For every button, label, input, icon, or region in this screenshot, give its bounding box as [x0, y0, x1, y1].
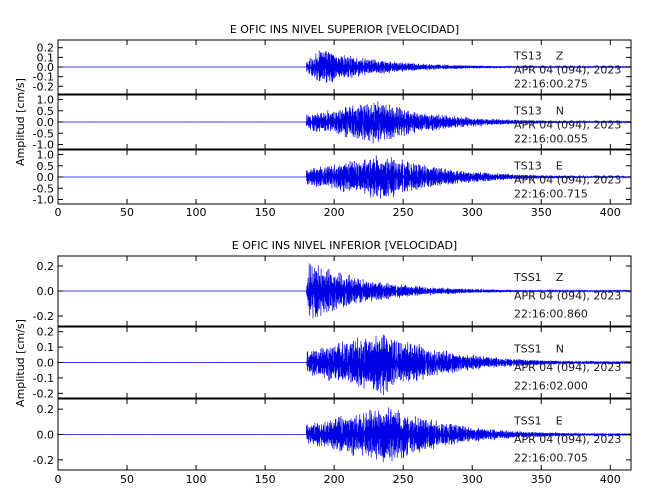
component-code: E	[556, 159, 563, 172]
seismogram-trace	[57, 263, 632, 319]
y-tick-label: -0.2	[33, 454, 54, 467]
x-tick-label: 50	[120, 473, 134, 486]
record-time: 22:16:00.275	[514, 78, 588, 91]
y-tick-label: 0.1	[37, 51, 55, 64]
y-tick-label: 0.2	[37, 260, 55, 273]
station-code: TSS1	[513, 343, 542, 356]
y-tick-label: -0.2	[33, 310, 54, 323]
component-code: E	[556, 415, 563, 428]
y-tick-label: 0.0	[37, 429, 55, 442]
station-code: TS13	[513, 159, 542, 172]
y-tick-label: 0.2	[37, 42, 55, 55]
chart-title: E OFIC INS NIVEL INFERIOR [VELOCIDAD]	[232, 239, 457, 252]
record-date: APR 04 (094), 2023	[514, 361, 621, 374]
record-date: APR 04 (094), 2023	[514, 289, 621, 302]
y-tick-label: 0.2	[37, 403, 55, 416]
y-axis-label: Amplitud [cm/s]	[14, 319, 27, 407]
y-tick-label: -0.2	[33, 80, 54, 93]
x-tick-label: 150	[255, 206, 276, 219]
y-tick-label: -0.5	[33, 127, 54, 140]
station-label: TSS1 E	[513, 415, 563, 428]
station-code: TSS1	[513, 271, 542, 284]
y-tick-label: -0.1	[33, 372, 54, 385]
x-tick-label: 400	[600, 206, 621, 219]
x-tick-label: 350	[531, 473, 552, 486]
y-tick-label: 0.0	[37, 357, 55, 370]
station-code: TS13	[513, 49, 542, 62]
y-tick-label: 0.2	[37, 326, 55, 339]
component-code: N	[556, 104, 564, 117]
y-tick-label: 0.0	[37, 116, 55, 129]
x-tick-label: 150	[255, 473, 276, 486]
x-tick-label: 300	[462, 206, 483, 219]
x-tick-label: 300	[462, 473, 483, 486]
y-tick-label: 0.0	[37, 285, 55, 298]
station-label: TS13 Z	[513, 49, 564, 62]
station-code: TS13	[513, 104, 542, 117]
y-tick-label: 0.0	[37, 61, 55, 74]
record-date: APR 04 (094), 2023	[514, 118, 621, 131]
x-tick-label: 100	[186, 473, 207, 486]
y-tick-label: -1.0	[33, 194, 54, 207]
station-label: TS13 N	[513, 104, 564, 117]
y-tick-label: 0.5	[37, 105, 55, 118]
component-code: Z	[556, 49, 564, 62]
record-date: APR 04 (094), 2023	[514, 433, 621, 446]
seismogram-trace	[57, 50, 632, 83]
x-tick-label: 350	[531, 206, 552, 219]
chart-title: E OFIC INS NIVEL SUPERIOR [VELOCIDAD]	[230, 23, 459, 36]
y-tick-label: -0.1	[33, 71, 54, 84]
x-tick-label: 400	[600, 473, 621, 486]
x-tick-label: 200	[324, 473, 345, 486]
x-tick-label: 0	[55, 473, 62, 486]
component-code: Z	[556, 271, 564, 284]
y-tick-label: -0.5	[33, 182, 54, 195]
record-time: 22:16:00.860	[514, 308, 588, 321]
x-tick-label: 50	[120, 206, 134, 219]
record-date: APR 04 (094), 2023	[514, 173, 621, 186]
record-time: 22:16:00.715	[514, 188, 588, 201]
x-tick-label: 100	[186, 206, 207, 219]
y-axis-label: Amplitud [cm/s]	[14, 78, 27, 166]
seismogram-trace	[57, 155, 632, 199]
record-time: 22:16:00.705	[514, 451, 588, 464]
y-tick-label: 0.0	[37, 171, 55, 184]
x-tick-label: 200	[324, 206, 345, 219]
station-label: TS13 E	[513, 159, 563, 172]
station-label: TSS1 N	[513, 343, 564, 356]
y-tick-label: 1.0	[37, 94, 55, 107]
seismogram-trace	[57, 407, 632, 463]
record-date: APR 04 (094), 2023	[514, 63, 621, 76]
y-tick-label: 0.5	[37, 160, 55, 173]
component-code: N	[556, 343, 564, 356]
station-code: TSS1	[513, 415, 542, 428]
record-time: 22:16:00.055	[514, 133, 588, 146]
record-time: 22:16:02.000	[514, 379, 588, 392]
x-tick-label: 250	[393, 206, 414, 219]
seismogram-trace	[57, 334, 632, 396]
x-tick-label: 0	[55, 206, 62, 219]
y-tick-label: -0.2	[33, 387, 54, 400]
x-tick-label: 250	[393, 473, 414, 486]
y-tick-label: -1.0	[33, 139, 54, 152]
seismogram-trace	[57, 101, 632, 144]
y-tick-label: 1.0	[37, 149, 55, 162]
station-label: TSS1 Z	[513, 271, 564, 284]
y-tick-label: 0.1	[37, 341, 55, 354]
